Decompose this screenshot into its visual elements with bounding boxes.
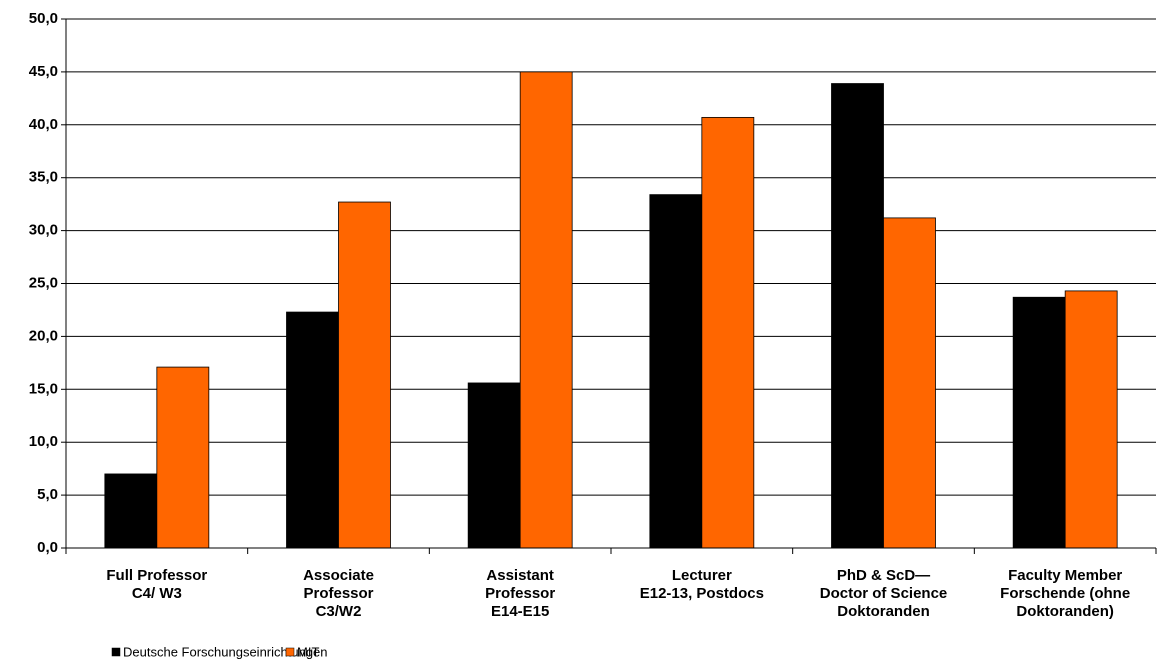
bar (104, 473, 158, 549)
x-tick-label: Doctor of Science (820, 585, 948, 602)
y-tick-label: 25,0 (29, 274, 58, 291)
y-tick-label: 45,0 (29, 63, 58, 80)
y-tick-label: 20,0 (29, 327, 58, 344)
bar (338, 201, 391, 549)
legend-label: Deutsche Forschungseinrichtungen (123, 644, 328, 659)
legend-swatch (111, 647, 121, 657)
x-tick-label: Faculty Member (1008, 567, 1122, 584)
y-tick-label: 50,0 (29, 10, 58, 27)
y-tick-label: 0,0 (37, 539, 58, 556)
y-tick-label: 30,0 (29, 222, 58, 239)
x-tick-label: C3/W2 (316, 603, 362, 620)
legend-swatch (285, 647, 295, 657)
bar (831, 83, 884, 549)
bar (649, 194, 703, 549)
y-tick-label: 40,0 (29, 116, 58, 133)
y-tick-label: 10,0 (29, 433, 58, 450)
x-tick-label: Associate (303, 567, 374, 584)
x-tick-label: Forschende (ohne (1000, 585, 1130, 602)
x-tick-label: Assistant (486, 567, 554, 584)
y-tick-label: 5,0 (37, 486, 58, 503)
x-tick-label: Doktoranden (837, 603, 930, 620)
x-tick-label: Doktoranden) (1016, 603, 1114, 620)
x-tick-label: E14-E15 (491, 603, 549, 620)
x-tick-label: Full Professor (106, 567, 207, 584)
x-tick-label: Professor (303, 585, 373, 602)
legend-label: MIT (297, 644, 319, 659)
bar (156, 366, 210, 549)
x-tick-label: Lecturer (672, 567, 732, 584)
x-tick-label: E12-13, Postdocs (640, 585, 764, 602)
bar (286, 311, 339, 549)
bar (701, 116, 755, 549)
bar (467, 382, 521, 549)
x-tick-label: Professor (485, 585, 555, 602)
bar (1064, 290, 1118, 549)
bar (1012, 296, 1066, 549)
bar (883, 217, 936, 549)
x-tick-label: C4/ W3 (132, 585, 182, 602)
y-tick-label: 35,0 (29, 169, 58, 186)
x-tick-label: PhD & ScD— (837, 567, 930, 584)
bar (519, 71, 573, 549)
y-tick-label: 15,0 (29, 380, 58, 397)
